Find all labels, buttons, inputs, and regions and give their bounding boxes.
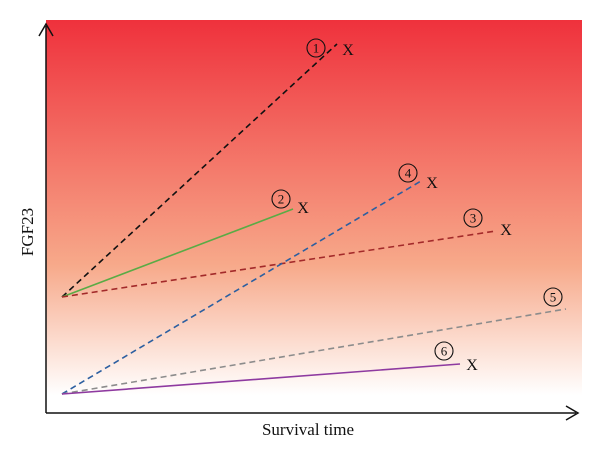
risk-gradient-background <box>46 20 582 415</box>
x-axis-title: Survival time <box>262 420 354 439</box>
trajectory-line-6 <box>61 363 461 395</box>
trajectory-label-circle-4 <box>398 163 418 183</box>
trajectory-label-circle-2 <box>271 189 291 209</box>
end-marker-6: X <box>466 357 478 374</box>
trajectory-label-2: 2 <box>278 192 285 207</box>
trajectory-line-2 <box>61 208 294 298</box>
trajectory-label-6: 6 <box>441 344 448 359</box>
trajectory-lines <box>61 43 567 395</box>
trajectory-label-5: 5 <box>550 290 557 305</box>
trajectory-line-3 <box>61 230 497 298</box>
end-marker-2: X <box>297 200 309 217</box>
y-axis-arrowhead <box>38 22 54 37</box>
end-marker-4: X <box>426 175 438 192</box>
trajectory-line-5 <box>61 308 567 395</box>
end-marker-3: X <box>500 222 512 239</box>
trajectory-label-circle-3 <box>463 208 483 228</box>
x-axis-arrowhead <box>565 405 580 421</box>
y-axis-title: FGF23 <box>18 208 37 256</box>
trajectory-line-1 <box>61 43 338 298</box>
axes <box>38 22 580 421</box>
end-marker-1: X <box>342 42 354 59</box>
trajectory-label-circle-6 <box>434 341 454 361</box>
trajectory-label-circle-1 <box>306 38 326 58</box>
trajectory-label-1: 1 <box>313 41 320 56</box>
trajectory-label-circle-5 <box>543 287 563 307</box>
trajectory-label-3: 3 <box>470 211 477 226</box>
trajectory-label-4: 4 <box>405 166 412 181</box>
